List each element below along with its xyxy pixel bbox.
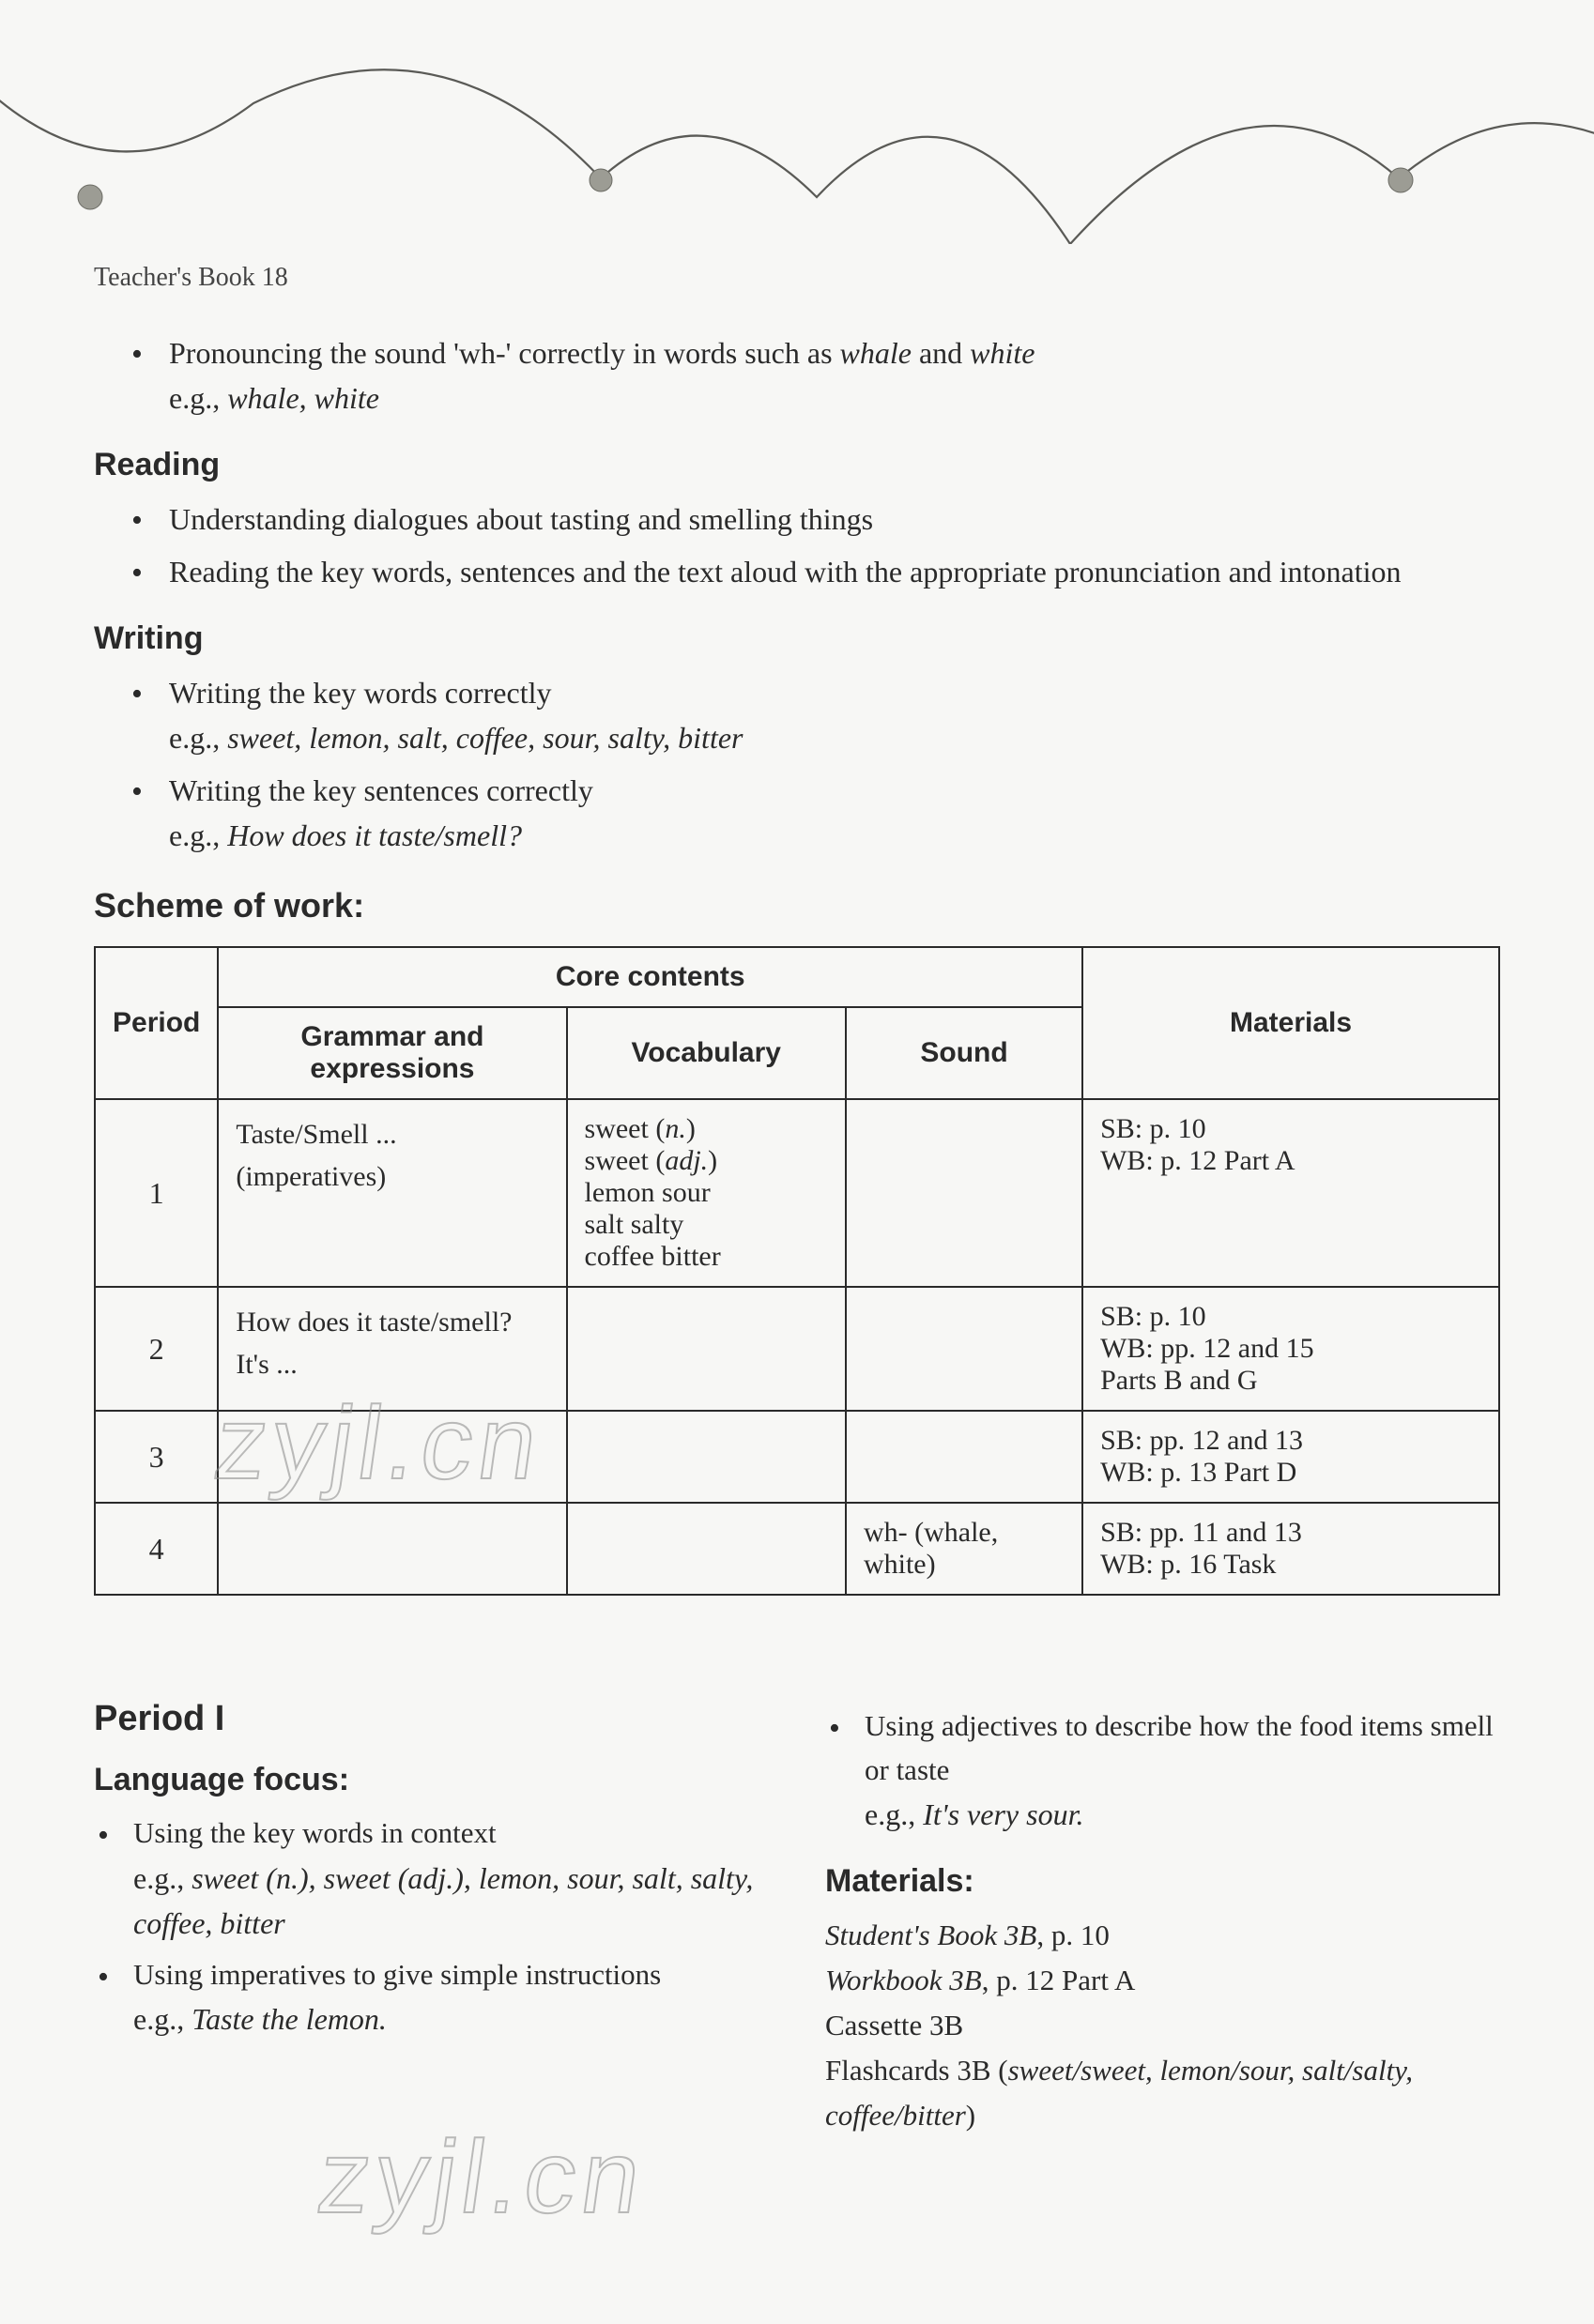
period-cell: 4 (95, 1503, 218, 1595)
col-period: Period (95, 947, 218, 1099)
example-line: e.g., sweet (n.), sweet (adj.), lemon, s… (133, 1856, 769, 1946)
sound-cell (846, 1099, 1082, 1287)
list-item: Writing the key words correctlye.g., swe… (131, 670, 1500, 760)
example-line: e.g., Taste the lemon. (133, 1996, 769, 2041)
materials-heading: Materials: (825, 1863, 1500, 1900)
bullet-list: Writing the key words correctlye.g., swe… (94, 670, 1500, 858)
materials-cell: SB: pp. 12 and 13WB: p. 13 Part D (1082, 1411, 1499, 1503)
section-heading: Reading (94, 447, 1500, 483)
language-focus-heading: Language focus: (94, 1762, 769, 1798)
materials-line: Workbook 3B, p. 12 Part A (825, 1958, 1500, 2003)
grammar-cell: How does it taste/smell?It's ... (218, 1287, 566, 1411)
grammar-cell: Taste/Smell ...(imperatives) (218, 1099, 566, 1287)
grammar-cell (218, 1411, 566, 1503)
sound-cell (846, 1287, 1082, 1411)
grammar-cell (218, 1503, 566, 1595)
sound-cell (846, 1411, 1082, 1503)
language-focus-continued: Using adjectives to describe how the foo… (825, 1705, 1500, 1837)
vocab-cell (567, 1411, 846, 1503)
materials-line: Flashcards 3B (sweet/sweet, lemon/sour, … (825, 2048, 1500, 2138)
bullet-list: Pronouncing the sound 'wh-' correctly in… (94, 330, 1500, 420)
col-sound: Sound (846, 1007, 1082, 1099)
example-line: e.g., whale, white (169, 375, 1500, 420)
scheme-table: Period Core contents Materials Grammar a… (94, 946, 1500, 1596)
right-column: Using adjectives to describe how the foo… (825, 1699, 1500, 2138)
materials-cell: SB: p. 10WB: p. 12 Part A (1082, 1099, 1499, 1287)
example-line: e.g., It's very sour. (865, 1792, 1500, 1837)
period1-columns: Period I Language focus: Using the key w… (94, 1699, 1500, 2138)
materials-cell: SB: pp. 11 and 13WB: p. 16 Task (1082, 1503, 1499, 1595)
period-cell: 3 (95, 1411, 218, 1503)
language-focus-list: Using the key words in contexte.g., swee… (94, 1812, 769, 2041)
list-item: Pronouncing the sound 'wh-' correctly in… (131, 330, 1500, 420)
table-row: 3 SB: pp. 12 and 13WB: p. 13 Part D (95, 1411, 1499, 1503)
period-cell: 2 (95, 1287, 218, 1411)
col-vocab: Vocabulary (567, 1007, 846, 1099)
example-line: e.g., How does it taste/smell? (169, 813, 1500, 858)
list-item: Using adjectives to describe how the foo… (829, 1705, 1500, 1837)
vocab-cell (567, 1287, 846, 1411)
bullet-list: Understanding dialogues about tasting an… (94, 497, 1500, 594)
left-column: Period I Language focus: Using the key w… (94, 1699, 769, 2138)
table-row: 4 wh- (whale, white)SB: pp. 11 and 13WB: … (95, 1503, 1499, 1595)
table-row: 2How does it taste/smell?It's ... SB: p. … (95, 1287, 1499, 1411)
decorative-scallop (0, 0, 1594, 244)
materials-cell: SB: p. 10WB: pp. 12 and 15Parts B and G (1082, 1287, 1499, 1411)
period-cell: 1 (95, 1099, 218, 1287)
list-item: Using the key words in contexte.g., swee… (98, 1812, 769, 1946)
vocab-cell: sweet (n.)sweet (adj.)lemon soursalt sal… (567, 1099, 846, 1287)
materials-line: Student's Book 3B, p. 10 (825, 1913, 1500, 1958)
scheme-heading: Scheme of work: (94, 886, 1500, 925)
sound-cell: wh- (whale, white) (846, 1503, 1082, 1595)
table-row: 1Taste/Smell ...(imperatives)sweet (n.)s… (95, 1099, 1499, 1287)
col-materials: Materials (1082, 947, 1499, 1099)
list-item: Understanding dialogues about tasting an… (131, 497, 1500, 542)
list-item: Using imperatives to give simple instruc… (98, 1953, 769, 2042)
example-line: e.g., sweet, lemon, salt, coffee, sour, … (169, 715, 1500, 760)
top-sections: Pronouncing the sound 'wh-' correctly in… (94, 330, 1500, 858)
period1-title: Period I (94, 1699, 769, 1739)
page-header: Teacher's Book 18 (94, 263, 1500, 293)
vocab-cell (567, 1503, 846, 1595)
list-item: Reading the key words, sentences and the… (131, 549, 1500, 594)
materials-list: Student's Book 3B, p. 10Workbook 3B, p. … (825, 1913, 1500, 2138)
list-item: Writing the key sentences correctlye.g.,… (131, 768, 1500, 858)
materials-line: Cassette 3B (825, 2003, 1500, 2048)
col-grammar: Grammar and expressions (218, 1007, 566, 1099)
section-heading: Writing (94, 620, 1500, 657)
col-core: Core contents (218, 947, 1082, 1007)
